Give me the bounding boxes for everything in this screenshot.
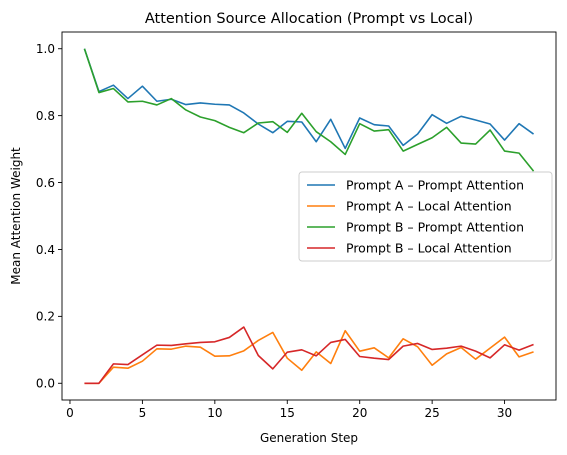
series-line-1: [83, 48, 535, 150]
legend-label: Prompt A – Local Attention: [346, 199, 512, 214]
series-line-2: [84, 329, 534, 385]
plot-frame: [61, 31, 557, 401]
x-tick-label: 20: [352, 406, 367, 420]
legend-label: Prompt B – Local Attention: [346, 241, 512, 256]
y-tick-label: 0.2: [36, 310, 55, 324]
legend-box: [298, 171, 553, 262]
x-tick-label: 0: [66, 406, 74, 420]
y-tick-label: 0.4: [36, 243, 55, 257]
legend: Prompt A – Prompt Attention Prompt A – Lo…: [298, 171, 553, 262]
legend-label: Prompt B – Prompt Attention: [346, 220, 524, 235]
chart-title: Attention Source Allocation (Prompt vs L…: [145, 11, 473, 27]
y-tick-label: 0.0: [36, 377, 55, 391]
x-tick-label: 25: [424, 406, 439, 420]
x-axis-ticks: 0 5 10 15 20 25 30: [66, 400, 512, 420]
x-tick-label: 30: [497, 406, 512, 420]
x-tick-label: 15: [280, 406, 295, 420]
y-tick-label: 0.8: [36, 109, 55, 123]
y-axis-label: Mean Attention Weight: [9, 147, 23, 285]
x-axis-label: Generation Step: [260, 431, 358, 445]
y-axis-ticks: 0.0 0.2 0.4 0.6 0.8 1.0: [36, 42, 62, 391]
series-line-4: [84, 326, 534, 385]
series-line-3: [83, 48, 535, 172]
y-tick-label: 0.6: [36, 176, 55, 190]
plot-lines: [83, 48, 535, 385]
legend-label: Prompt A – Prompt Attention: [346, 178, 524, 193]
y-tick-label: 1.0: [36, 42, 55, 56]
x-tick-label: 10: [207, 406, 222, 420]
x-tick-label: 5: [139, 406, 147, 420]
